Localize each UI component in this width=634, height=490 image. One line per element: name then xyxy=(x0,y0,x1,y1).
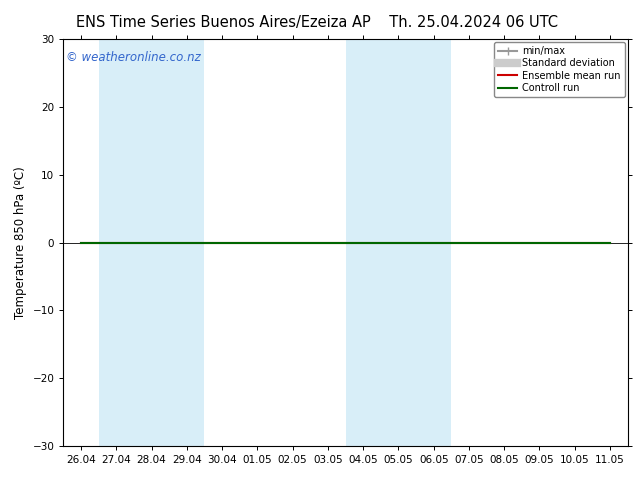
Legend: min/max, Standard deviation, Ensemble mean run, Controll run: min/max, Standard deviation, Ensemble me… xyxy=(494,42,624,97)
Text: ENS Time Series Buenos Aires/Ezeiza AP    Th. 25.04.2024 06 UTC: ENS Time Series Buenos Aires/Ezeiza AP T… xyxy=(76,15,558,30)
Y-axis label: Temperature 850 hPa (ºC): Temperature 850 hPa (ºC) xyxy=(14,166,27,319)
Bar xyxy=(346,39,451,446)
Text: © weatheronline.co.nz: © weatheronline.co.nz xyxy=(66,51,201,64)
Bar xyxy=(99,39,205,446)
